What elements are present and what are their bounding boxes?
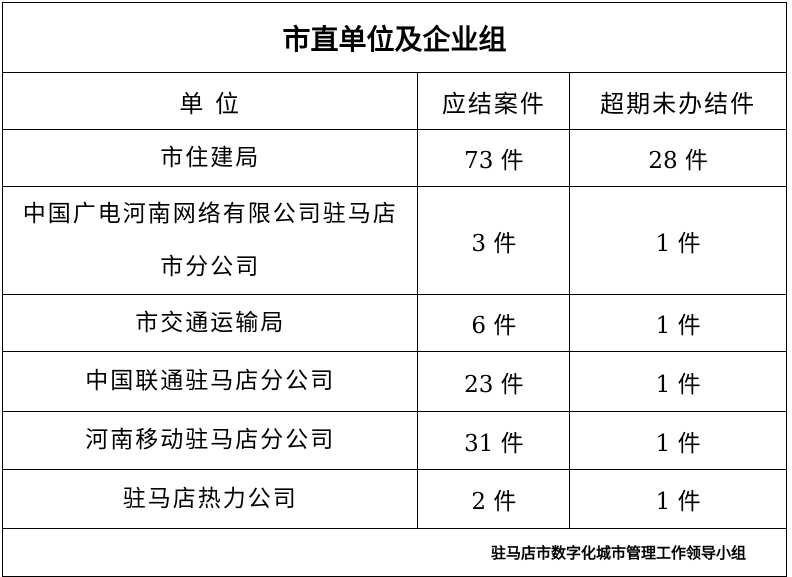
due-cell: 73 件 bbox=[417, 129, 571, 187]
due-cell: 6 件 bbox=[417, 294, 571, 352]
table-row: 市住建局 73 件 28 件 bbox=[1, 129, 787, 187]
due-cell: 23 件 bbox=[417, 351, 571, 412]
table-title: 市直单位及企业组 bbox=[2, 2, 787, 73]
unit-cell: 河南移动驻马店分公司 bbox=[1, 411, 419, 470]
unit-cell: 市住建局 bbox=[1, 129, 419, 187]
overdue-cell: 1 件 bbox=[569, 411, 787, 470]
due-cell: 31 件 bbox=[417, 411, 571, 470]
overdue-cell: 1 件 bbox=[569, 294, 787, 352]
unit-cell: 驻马店热力公司 bbox=[1, 469, 419, 529]
unit-cell: 中国联通驻马店分公司 bbox=[1, 351, 419, 412]
unit-cell: 中国广电河南网络有限公司驻马店市分公司 bbox=[1, 186, 419, 295]
due-cell: 2 件 bbox=[417, 469, 571, 529]
due-cell: 3 件 bbox=[417, 186, 571, 295]
header-overdue: 超期未办结件 bbox=[569, 72, 787, 130]
overdue-cell: 1 件 bbox=[569, 469, 787, 529]
header-due: 应结案件 bbox=[417, 72, 571, 130]
unit-cell: 市交通运输局 bbox=[1, 294, 419, 352]
header-unit: 单 位 bbox=[1, 72, 419, 130]
footer-signature: 驻马店市数字化城市管理工作领导小组 bbox=[2, 528, 787, 577]
overdue-cell: 1 件 bbox=[569, 351, 787, 412]
overdue-cell: 1 件 bbox=[569, 186, 787, 295]
overdue-cell: 28 件 bbox=[569, 129, 787, 187]
